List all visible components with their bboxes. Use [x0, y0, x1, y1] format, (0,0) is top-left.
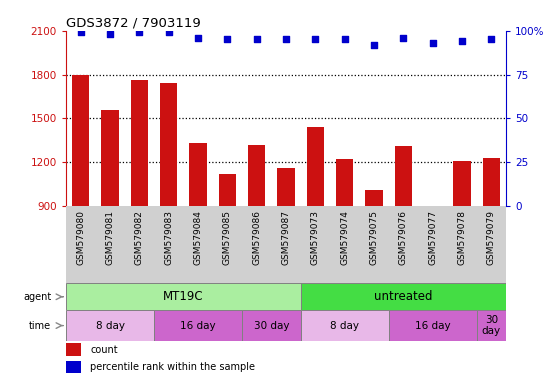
Bar: [189, 143, 207, 338]
Bar: [389, 311, 477, 341]
Text: 16 day: 16 day: [415, 321, 450, 331]
Bar: [218, 174, 236, 338]
Point: [252, 36, 261, 43]
Point: [487, 36, 496, 43]
Point: [223, 36, 232, 43]
Bar: [72, 74, 90, 338]
Point: [311, 36, 320, 43]
Text: GSM579084: GSM579084: [194, 210, 202, 265]
Bar: [154, 311, 242, 341]
Point: [106, 31, 114, 37]
Bar: [424, 211, 442, 338]
Text: MT19C: MT19C: [163, 290, 204, 303]
Bar: [477, 311, 506, 341]
Text: untreated: untreated: [374, 290, 433, 303]
Text: 8 day: 8 day: [330, 321, 359, 331]
Point: [370, 42, 378, 48]
Text: count: count: [90, 344, 118, 354]
Text: percentile rank within the sample: percentile rank within the sample: [90, 362, 255, 372]
Text: GSM579087: GSM579087: [282, 210, 290, 265]
Text: GSM579074: GSM579074: [340, 210, 349, 265]
Text: GSM579078: GSM579078: [458, 210, 466, 265]
Text: GSM579086: GSM579086: [252, 210, 261, 265]
Point: [194, 35, 202, 41]
Point: [340, 36, 349, 43]
Bar: [66, 343, 81, 356]
Bar: [101, 110, 119, 338]
Bar: [301, 311, 389, 341]
Text: 8 day: 8 day: [96, 321, 124, 331]
Text: GSM579076: GSM579076: [399, 210, 408, 265]
Text: 30
day: 30 day: [482, 315, 501, 336]
Text: GSM579081: GSM579081: [106, 210, 114, 265]
Bar: [160, 83, 178, 338]
Bar: [482, 158, 500, 338]
Text: GSM579075: GSM579075: [370, 210, 378, 265]
Bar: [66, 283, 301, 311]
Bar: [453, 161, 471, 338]
Bar: [248, 145, 266, 338]
Text: agent: agent: [23, 292, 51, 302]
Text: 16 day: 16 day: [180, 321, 216, 331]
Bar: [336, 159, 354, 338]
Bar: [66, 311, 154, 341]
Text: GSM579073: GSM579073: [311, 210, 320, 265]
Bar: [301, 283, 506, 311]
Bar: [130, 81, 148, 338]
Point: [458, 38, 466, 44]
Text: time: time: [29, 321, 51, 331]
Text: 30 day: 30 day: [254, 321, 289, 331]
Text: GDS3872 / 7903119: GDS3872 / 7903119: [66, 17, 201, 30]
Text: GSM579077: GSM579077: [428, 210, 437, 265]
Text: GSM579085: GSM579085: [223, 210, 232, 265]
Bar: [365, 190, 383, 338]
Text: GSM579080: GSM579080: [76, 210, 85, 265]
Point: [428, 40, 437, 46]
Point: [282, 36, 290, 43]
Bar: [277, 168, 295, 338]
Point: [135, 30, 144, 36]
Point: [164, 30, 173, 36]
Bar: [306, 127, 324, 338]
Bar: [66, 361, 81, 374]
Text: GSM579082: GSM579082: [135, 210, 144, 265]
Text: GSM579079: GSM579079: [487, 210, 496, 265]
Text: GSM579083: GSM579083: [164, 210, 173, 265]
Point: [399, 35, 408, 41]
Point: [76, 30, 85, 36]
Bar: [242, 311, 301, 341]
Bar: [394, 146, 412, 338]
